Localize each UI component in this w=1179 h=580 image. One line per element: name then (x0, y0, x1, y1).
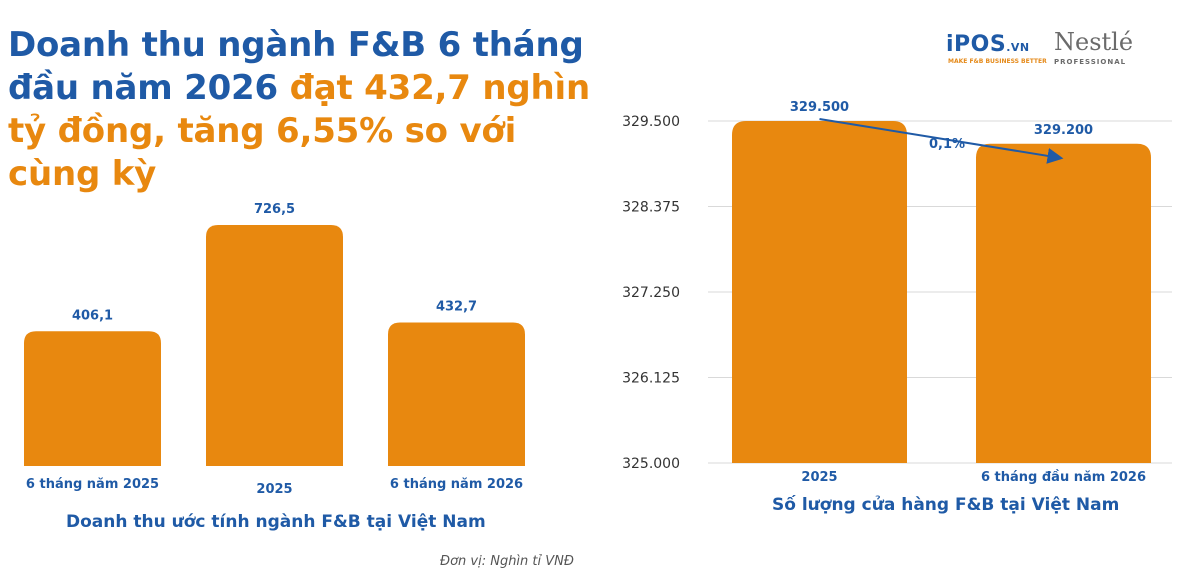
y-tick-label: 327.250 (622, 285, 680, 301)
store-count-chart: 325.000 326.125 327.250 328.375 329.500 329.5… (622, 100, 1172, 485)
category-label: 6 tháng đầu năm 2026 (981, 470, 1146, 485)
revenue-chart-title: Doanh thu ước tính ngành F&B tại Việt Na… (66, 512, 486, 532)
headline: Doanh thu ngành F&B 6 tháng đầu năm 2026… (8, 24, 608, 196)
y-tick-label: 326.125 (622, 371, 680, 387)
nestle-tagline: PROFESSIONAL (1054, 58, 1127, 66)
store-count-chart-title: Số lượng cửa hàng F&B tại Việt Nam (772, 495, 1120, 515)
category-label: 2025 (801, 470, 837, 485)
y-tick-label: 325.000 (622, 456, 680, 472)
ipos-tagline: MAKE F&B BUSINESS BETTER (948, 58, 1047, 65)
bar-2 (976, 143, 1151, 464)
bar-value-label: 329.500 (790, 100, 849, 115)
bar-1 (24, 331, 161, 466)
bar-value-label: 726,5 (254, 202, 295, 217)
change-annotation: 0,1% (929, 137, 965, 152)
category-label: 6 tháng năm 2025 (26, 477, 159, 492)
bar-3 (388, 322, 525, 466)
ipos-logo-main: iPOS (946, 32, 1007, 57)
headline-part-1: Doanh thu ngành F&B 6 tháng đầu năm 2026 (8, 25, 584, 108)
bar-1 (732, 121, 907, 463)
trend-arrow (819, 118, 1064, 164)
bar-2 (206, 225, 343, 466)
unit-note: Đơn vị: Nghìn tỉ VNĐ (440, 554, 574, 569)
bar-value-label: 329.200 (1034, 123, 1093, 138)
revenue-chart: 406,1 6 tháng năm 2025 726,5 2025 432,7 6 thá… (24, 202, 525, 497)
bar-value-label: 406,1 (72, 308, 113, 323)
y-tick-label: 329.500 (622, 114, 680, 130)
headline-part-2: đạt 432,7 nghìn tỷ đồng, tăng 6,55% so v… (8, 68, 590, 194)
ipos-logo-suffix: .VN (1006, 41, 1030, 54)
category-label: 2025 (256, 482, 292, 497)
category-label: 6 tháng năm 2026 (390, 477, 523, 492)
ipos-logo: iPOS.VN (946, 32, 1030, 57)
y-tick-label: 328.375 (622, 200, 680, 216)
nestle-logo: Nestlé (1054, 28, 1134, 56)
bar-value-label: 432,7 (436, 299, 477, 314)
